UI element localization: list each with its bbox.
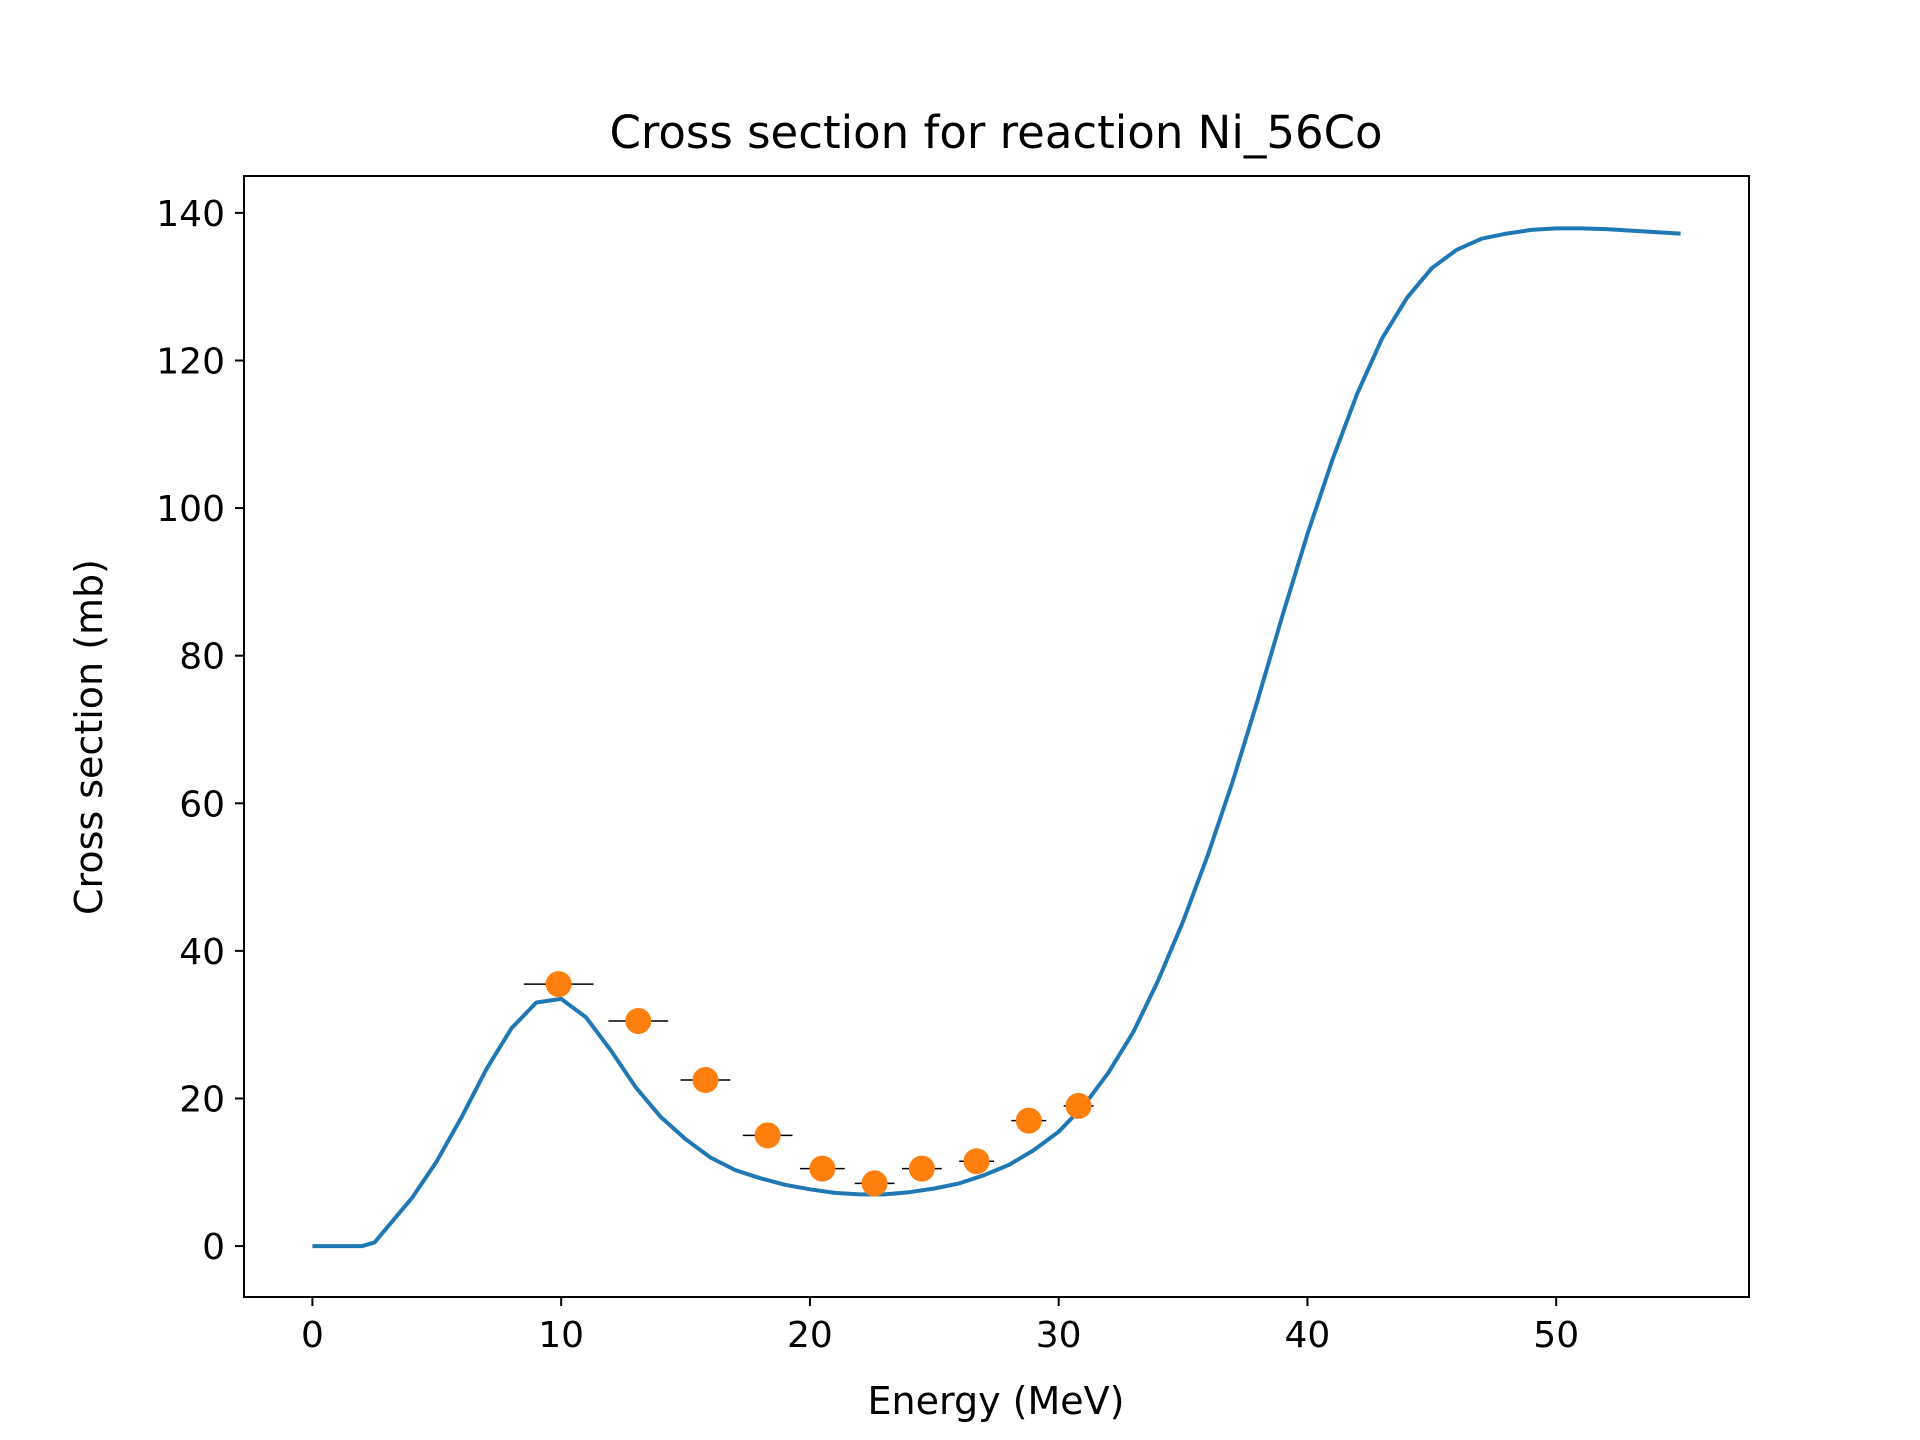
data-point: [545, 971, 572, 998]
data-point: [963, 1148, 990, 1175]
data-point: [908, 1155, 935, 1182]
data-point: [809, 1155, 836, 1182]
y-tick-label: 20: [179, 1079, 225, 1120]
x-tick-label: 10: [538, 1315, 584, 1356]
x-tick-label: 20: [787, 1315, 833, 1356]
data-point: [861, 1170, 888, 1197]
y-tick-label: 0: [202, 1227, 225, 1268]
x-axis-label: Energy (MeV): [868, 1379, 1125, 1423]
y-tick-label: 80: [179, 637, 225, 678]
x-tick-label: 30: [1036, 1315, 1082, 1356]
y-tick-label: 60: [179, 784, 225, 825]
data-point: [754, 1122, 781, 1149]
x-tick-label: 40: [1285, 1315, 1331, 1356]
axes-frame: [243, 175, 1750, 1298]
y-tick-label: 140: [156, 194, 225, 235]
y-axis-ticks: 0 20 40 60 80 100 120 140: [156, 194, 244, 1268]
data-point: [1015, 1107, 1042, 1134]
y-tick-label: 120: [156, 341, 225, 382]
y-axis-label: Cross section (mb): [67, 559, 111, 915]
data-point: [692, 1067, 719, 1094]
x-axis-ticks: 0 10 20 30 40 50: [301, 1297, 1579, 1356]
data-point: [1065, 1092, 1092, 1119]
chart-title: Cross section for reaction Ni_56Co: [609, 106, 1382, 159]
cross-section-curve: [312, 226, 1681, 1249]
data-point: [625, 1007, 652, 1034]
x-tick-label: 0: [301, 1315, 324, 1356]
y-tick-label: 100: [156, 489, 225, 530]
x-tick-label: 50: [1533, 1315, 1579, 1356]
plot-area: [312, 226, 1681, 1249]
y-tick-label: 40: [179, 932, 225, 973]
